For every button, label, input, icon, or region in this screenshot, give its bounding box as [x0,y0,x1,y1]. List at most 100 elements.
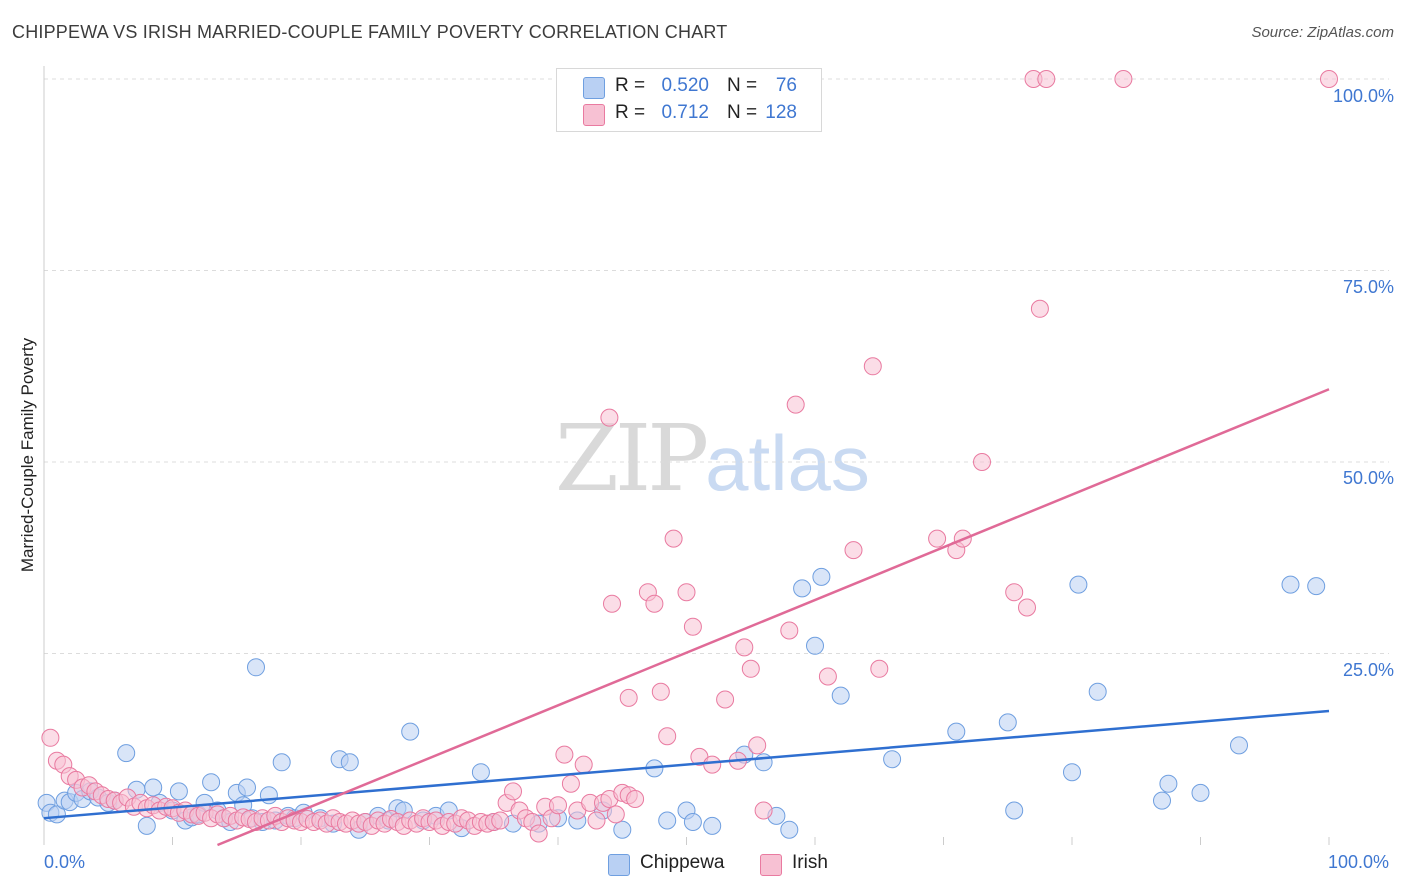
legend-row-irish: R = 0.712 N = 128 [557,102,821,128]
data-point-chippewa [831,686,850,705]
legend-r-value: 0.520 [661,75,709,96]
data-point-chippewa [1063,763,1081,782]
data-point-chippewa [247,658,265,677]
data-point-irish [664,529,683,548]
data-point-irish [844,541,863,560]
data-point-chippewa [812,567,831,586]
data-point-chippewa [806,636,824,655]
data-point-irish [870,659,889,678]
data-point-chippewa [1088,682,1107,701]
data-point-irish [529,824,548,843]
data-point-chippewa [1153,791,1171,810]
data-point-irish [587,811,606,830]
data-point-irish [703,755,722,774]
data-point-chippewa [793,579,812,598]
data-point-chippewa [340,753,359,772]
data-point-irish [658,727,677,746]
series-chippewa [37,567,1326,839]
legend: R = 0.520 N = 76 R = 0.712 N = 128 [556,68,822,132]
data-point-irish [754,801,773,820]
x-tick-label: 0.0% [44,852,86,872]
legend-label-irish: Irish [792,852,828,873]
data-point-irish [603,594,621,613]
data-point-irish [606,805,625,824]
data-point-irish [818,667,837,686]
series-irish [41,70,1338,843]
data-point-chippewa [471,763,490,782]
data-point-irish [645,594,664,613]
chart-source: Source: ZipAtlas.com [1251,24,1394,41]
data-point-irish [677,583,696,602]
data-point-irish [1320,70,1338,88]
data-point-irish [928,529,947,548]
data-point-irish [716,690,735,709]
legend-swatch-chippewa [583,77,605,99]
legend-n-value: 76 [775,75,797,96]
data-point-chippewa [1159,774,1178,793]
legend-r-label: R = [615,75,646,96]
data-point-chippewa [144,778,163,797]
data-point-irish [1114,70,1133,88]
y-tick-label: 50.0% [1342,468,1394,488]
zipatlas-watermark: ZIPatlas [555,405,870,512]
legend-r-value: 0.712 [661,102,709,123]
data-point-chippewa [238,778,256,797]
data-point-irish [1005,583,1024,602]
data-point-chippewa [947,722,966,741]
data-point-irish [741,659,760,678]
data-point-chippewa [658,811,677,830]
watermark-zip: ZIP [555,405,709,512]
data-point-chippewa [1281,575,1300,594]
data-point-chippewa [117,744,136,763]
data-point-irish [549,796,567,815]
data-point-irish [600,408,619,427]
data-point-irish [1018,598,1036,617]
data-point-irish [41,728,60,747]
legend-swatch-irish [760,854,782,876]
grid [44,78,1389,654]
data-point-irish [561,774,580,793]
data-point-chippewa [780,820,799,839]
data-point-chippewa [202,773,221,792]
data-point-chippewa [401,722,420,741]
data-point-irish [786,395,805,414]
data-point-irish [574,755,593,774]
trend-lines [43,388,1330,847]
legend-swatch-chippewa [608,854,630,876]
data-point-chippewa [754,753,773,772]
data-point-chippewa [703,816,722,835]
legend-n-label: N = [727,102,758,123]
data-point-chippewa [272,753,291,772]
data-point-chippewa [169,782,188,801]
data-point-irish [555,745,574,764]
data-point-irish [651,682,670,701]
data-point-irish [735,638,754,657]
data-point-irish [619,688,638,707]
watermark-atlas: atlas [705,419,870,507]
data-point-irish [626,790,645,808]
legend-swatch-irish [583,104,605,126]
data-point-irish [973,453,991,471]
data-point-irish [748,736,767,755]
chart-title: CHIPPEWA VS IRISH MARRIED-COUPLE FAMILY … [12,22,728,42]
legend-n-value: 128 [765,102,797,123]
data-point-irish [1030,299,1049,318]
data-point-irish [504,782,522,801]
data-point-irish [863,357,882,376]
data-point-chippewa [1230,736,1248,755]
y-tick-label: 100.0% [1332,86,1394,106]
data-point-chippewa [1191,783,1210,802]
data-point-irish [491,811,510,830]
legend-r-label: R = [615,102,646,123]
axes [43,66,1330,845]
x-tick-label: 100.0% [1328,852,1390,872]
data-point-chippewa [613,820,632,839]
y-tick-label: 75.0% [1342,277,1394,297]
data-point-chippewa [1069,575,1088,594]
trendline-chippewa [43,709,1330,820]
y-tick-label: 25.0% [1342,660,1394,680]
data-point-irish [1037,70,1056,88]
data-point-chippewa [1005,801,1024,820]
legend-label-chippewa: Chippewa [640,852,725,873]
